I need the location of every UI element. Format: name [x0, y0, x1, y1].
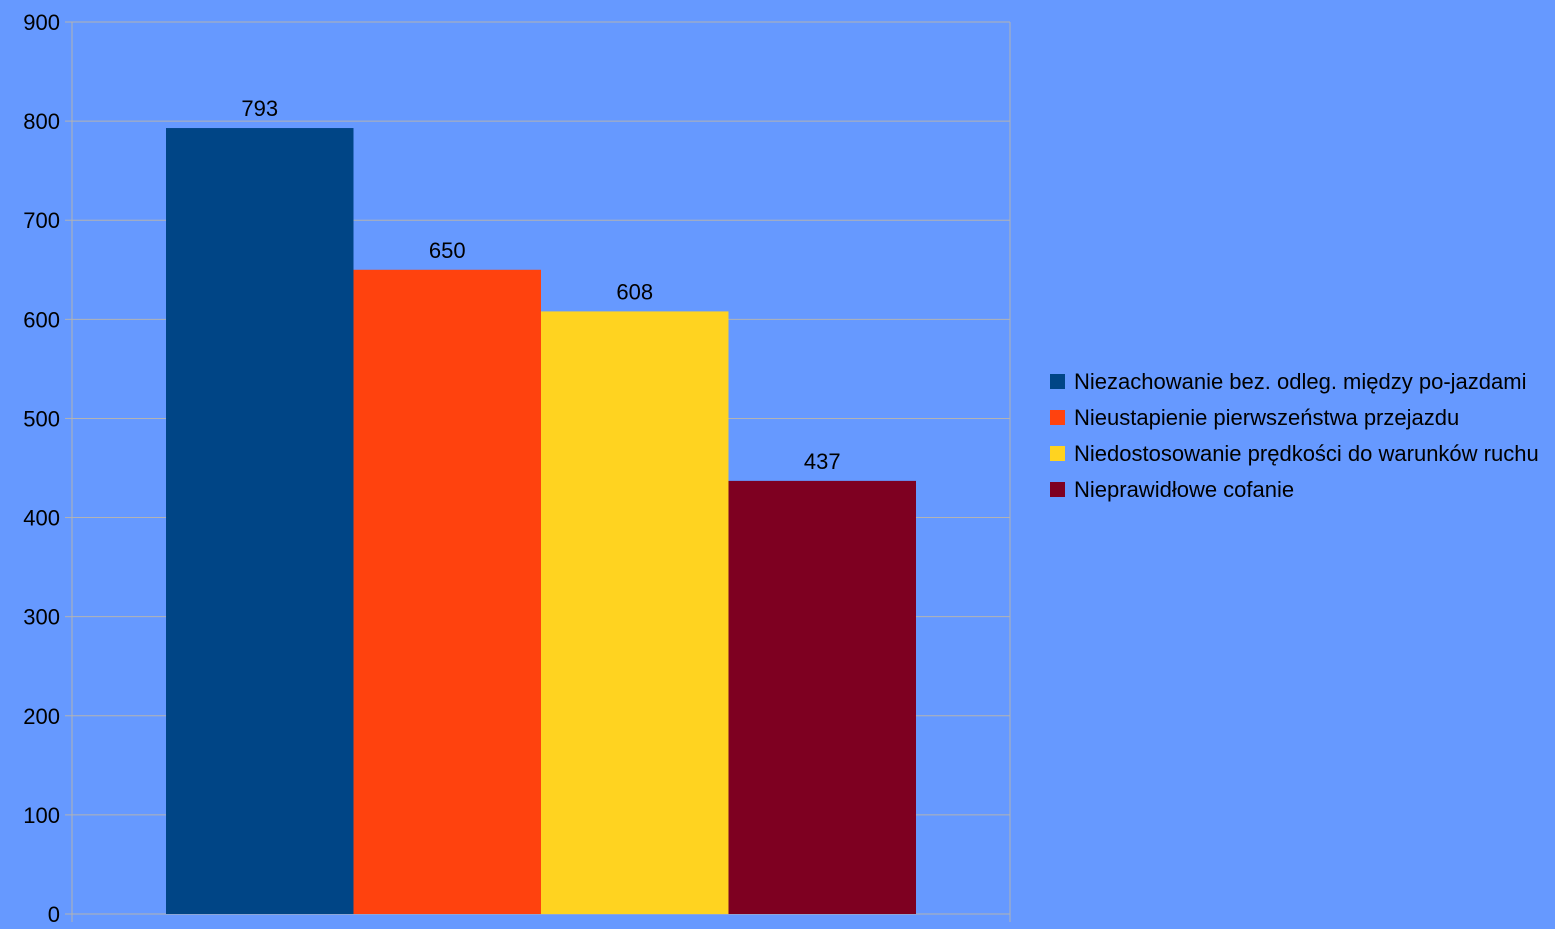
data-label: 650 — [429, 238, 466, 263]
legend-item: Nieprawidłowe cofanie — [1050, 476, 1550, 503]
y-tick-label: 800 — [23, 109, 60, 134]
bar — [166, 128, 354, 914]
legend-swatch — [1050, 446, 1065, 461]
legend-item: Nieustapienie pierwszeństwa przejazdu — [1050, 404, 1550, 431]
data-label: 793 — [241, 96, 278, 121]
legend-label: Nieprawidłowe cofanie — [1074, 477, 1295, 502]
legend: Niezachowanie bez. odleg. między po-jazd… — [1050, 368, 1550, 512]
data-label: 608 — [616, 279, 653, 304]
y-tick-label: 600 — [23, 307, 60, 332]
y-tick-label: 300 — [23, 605, 60, 630]
data-label: 437 — [804, 449, 841, 474]
bars — [166, 128, 916, 915]
legend-label: Niedostosowanie prędkości do warunków ru… — [1074, 441, 1539, 466]
legend-swatch — [1050, 374, 1065, 389]
y-tick-label: 700 — [23, 208, 60, 233]
bar — [541, 311, 729, 915]
y-tick-label: 900 — [23, 10, 60, 35]
y-axis-ticks: 0 100 200 300 400 500 600 700 800 900 — [23, 10, 72, 927]
legend-label: Niezachowanie bez. odleg. między po-jazd… — [1074, 369, 1527, 394]
legend-item: Niedostosowanie prędkości do warunków ru… — [1050, 440, 1550, 467]
legend-item: Niezachowanie bez. odleg. między po-jazd… — [1050, 368, 1550, 395]
y-tick-label: 400 — [23, 506, 60, 531]
legend-swatch — [1050, 482, 1065, 497]
bar — [728, 480, 916, 914]
y-tick-label: 100 — [23, 803, 60, 828]
y-tick-label: 0 — [48, 902, 60, 924]
bar — [353, 269, 541, 914]
legend-label: Nieustapienie pierwszeństwa przejazdu — [1074, 405, 1460, 430]
y-tick-label: 500 — [23, 406, 60, 431]
legend-swatch — [1050, 410, 1065, 425]
y-tick-label: 200 — [23, 704, 60, 729]
data-labels: 793 650 608 437 — [241, 96, 840, 474]
